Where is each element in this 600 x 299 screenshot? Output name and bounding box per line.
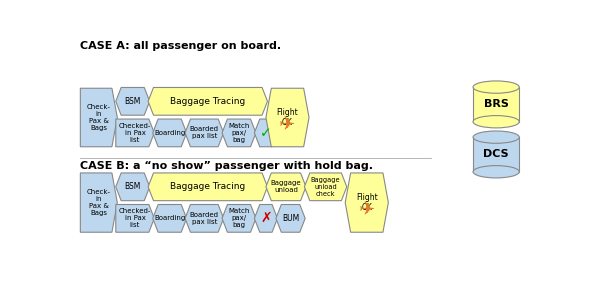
Polygon shape bbox=[254, 205, 277, 232]
Text: Boarded
pax list: Boarded pax list bbox=[190, 212, 219, 225]
Text: Match
pax/
bag: Match pax/ bag bbox=[228, 123, 250, 143]
Polygon shape bbox=[148, 173, 268, 201]
Polygon shape bbox=[185, 119, 224, 147]
Polygon shape bbox=[185, 205, 224, 232]
Text: ✈: ✈ bbox=[279, 114, 296, 133]
Polygon shape bbox=[276, 205, 305, 232]
Polygon shape bbox=[116, 88, 149, 115]
Polygon shape bbox=[254, 119, 277, 147]
Text: Boarded
pax list: Boarded pax list bbox=[190, 126, 219, 139]
Text: Baggage
unload
check: Baggage unload check bbox=[311, 177, 340, 197]
Polygon shape bbox=[80, 173, 118, 232]
Polygon shape bbox=[80, 88, 118, 147]
Text: BUM: BUM bbox=[282, 214, 299, 223]
Polygon shape bbox=[222, 119, 256, 147]
Polygon shape bbox=[345, 173, 388, 232]
Text: Check-
in
Pax &
Bags: Check- in Pax & Bags bbox=[87, 104, 111, 131]
Polygon shape bbox=[153, 119, 187, 147]
Polygon shape bbox=[116, 173, 149, 201]
Text: CASE A: all passenger on board.: CASE A: all passenger on board. bbox=[80, 41, 281, 51]
Text: Baggage Tracing: Baggage Tracing bbox=[170, 182, 245, 191]
Text: Check-
in
Pax &
Bags: Check- in Pax & Bags bbox=[87, 189, 111, 216]
Text: CASE B: a “no show” passenger with hold bag.: CASE B: a “no show” passenger with hold … bbox=[80, 161, 373, 171]
Polygon shape bbox=[116, 119, 154, 147]
Text: Flight
OK: Flight OK bbox=[277, 108, 298, 127]
Text: DCS: DCS bbox=[484, 150, 509, 159]
Polygon shape bbox=[116, 205, 154, 232]
Ellipse shape bbox=[473, 81, 519, 93]
Text: ✈: ✈ bbox=[359, 199, 375, 218]
Ellipse shape bbox=[473, 116, 519, 128]
Text: ✓: ✓ bbox=[260, 126, 272, 140]
Polygon shape bbox=[153, 205, 187, 232]
Ellipse shape bbox=[473, 131, 519, 143]
Text: Baggage
unload: Baggage unload bbox=[271, 180, 301, 193]
Text: Flight
OK: Flight OK bbox=[356, 193, 377, 212]
Text: Baggage Tracing: Baggage Tracing bbox=[170, 97, 245, 106]
Text: BSM: BSM bbox=[125, 97, 141, 106]
Text: Checked-
in Pax
list: Checked- in Pax list bbox=[119, 123, 151, 143]
Polygon shape bbox=[148, 88, 268, 115]
Text: ✗: ✗ bbox=[260, 211, 272, 225]
Text: Match
pax/
bag: Match pax/ bag bbox=[228, 208, 250, 228]
Text: Boarding: Boarding bbox=[154, 130, 185, 136]
Ellipse shape bbox=[473, 166, 519, 178]
Bar bbox=[473, 87, 519, 122]
Text: Checked-
in Pax
list: Checked- in Pax list bbox=[119, 208, 151, 228]
Text: BSM: BSM bbox=[125, 182, 141, 191]
Polygon shape bbox=[222, 205, 256, 232]
Polygon shape bbox=[266, 88, 309, 147]
Text: Boarding: Boarding bbox=[154, 215, 185, 221]
Text: BRS: BRS bbox=[484, 99, 509, 109]
Polygon shape bbox=[266, 173, 306, 201]
Polygon shape bbox=[304, 173, 347, 201]
Bar bbox=[473, 137, 519, 172]
